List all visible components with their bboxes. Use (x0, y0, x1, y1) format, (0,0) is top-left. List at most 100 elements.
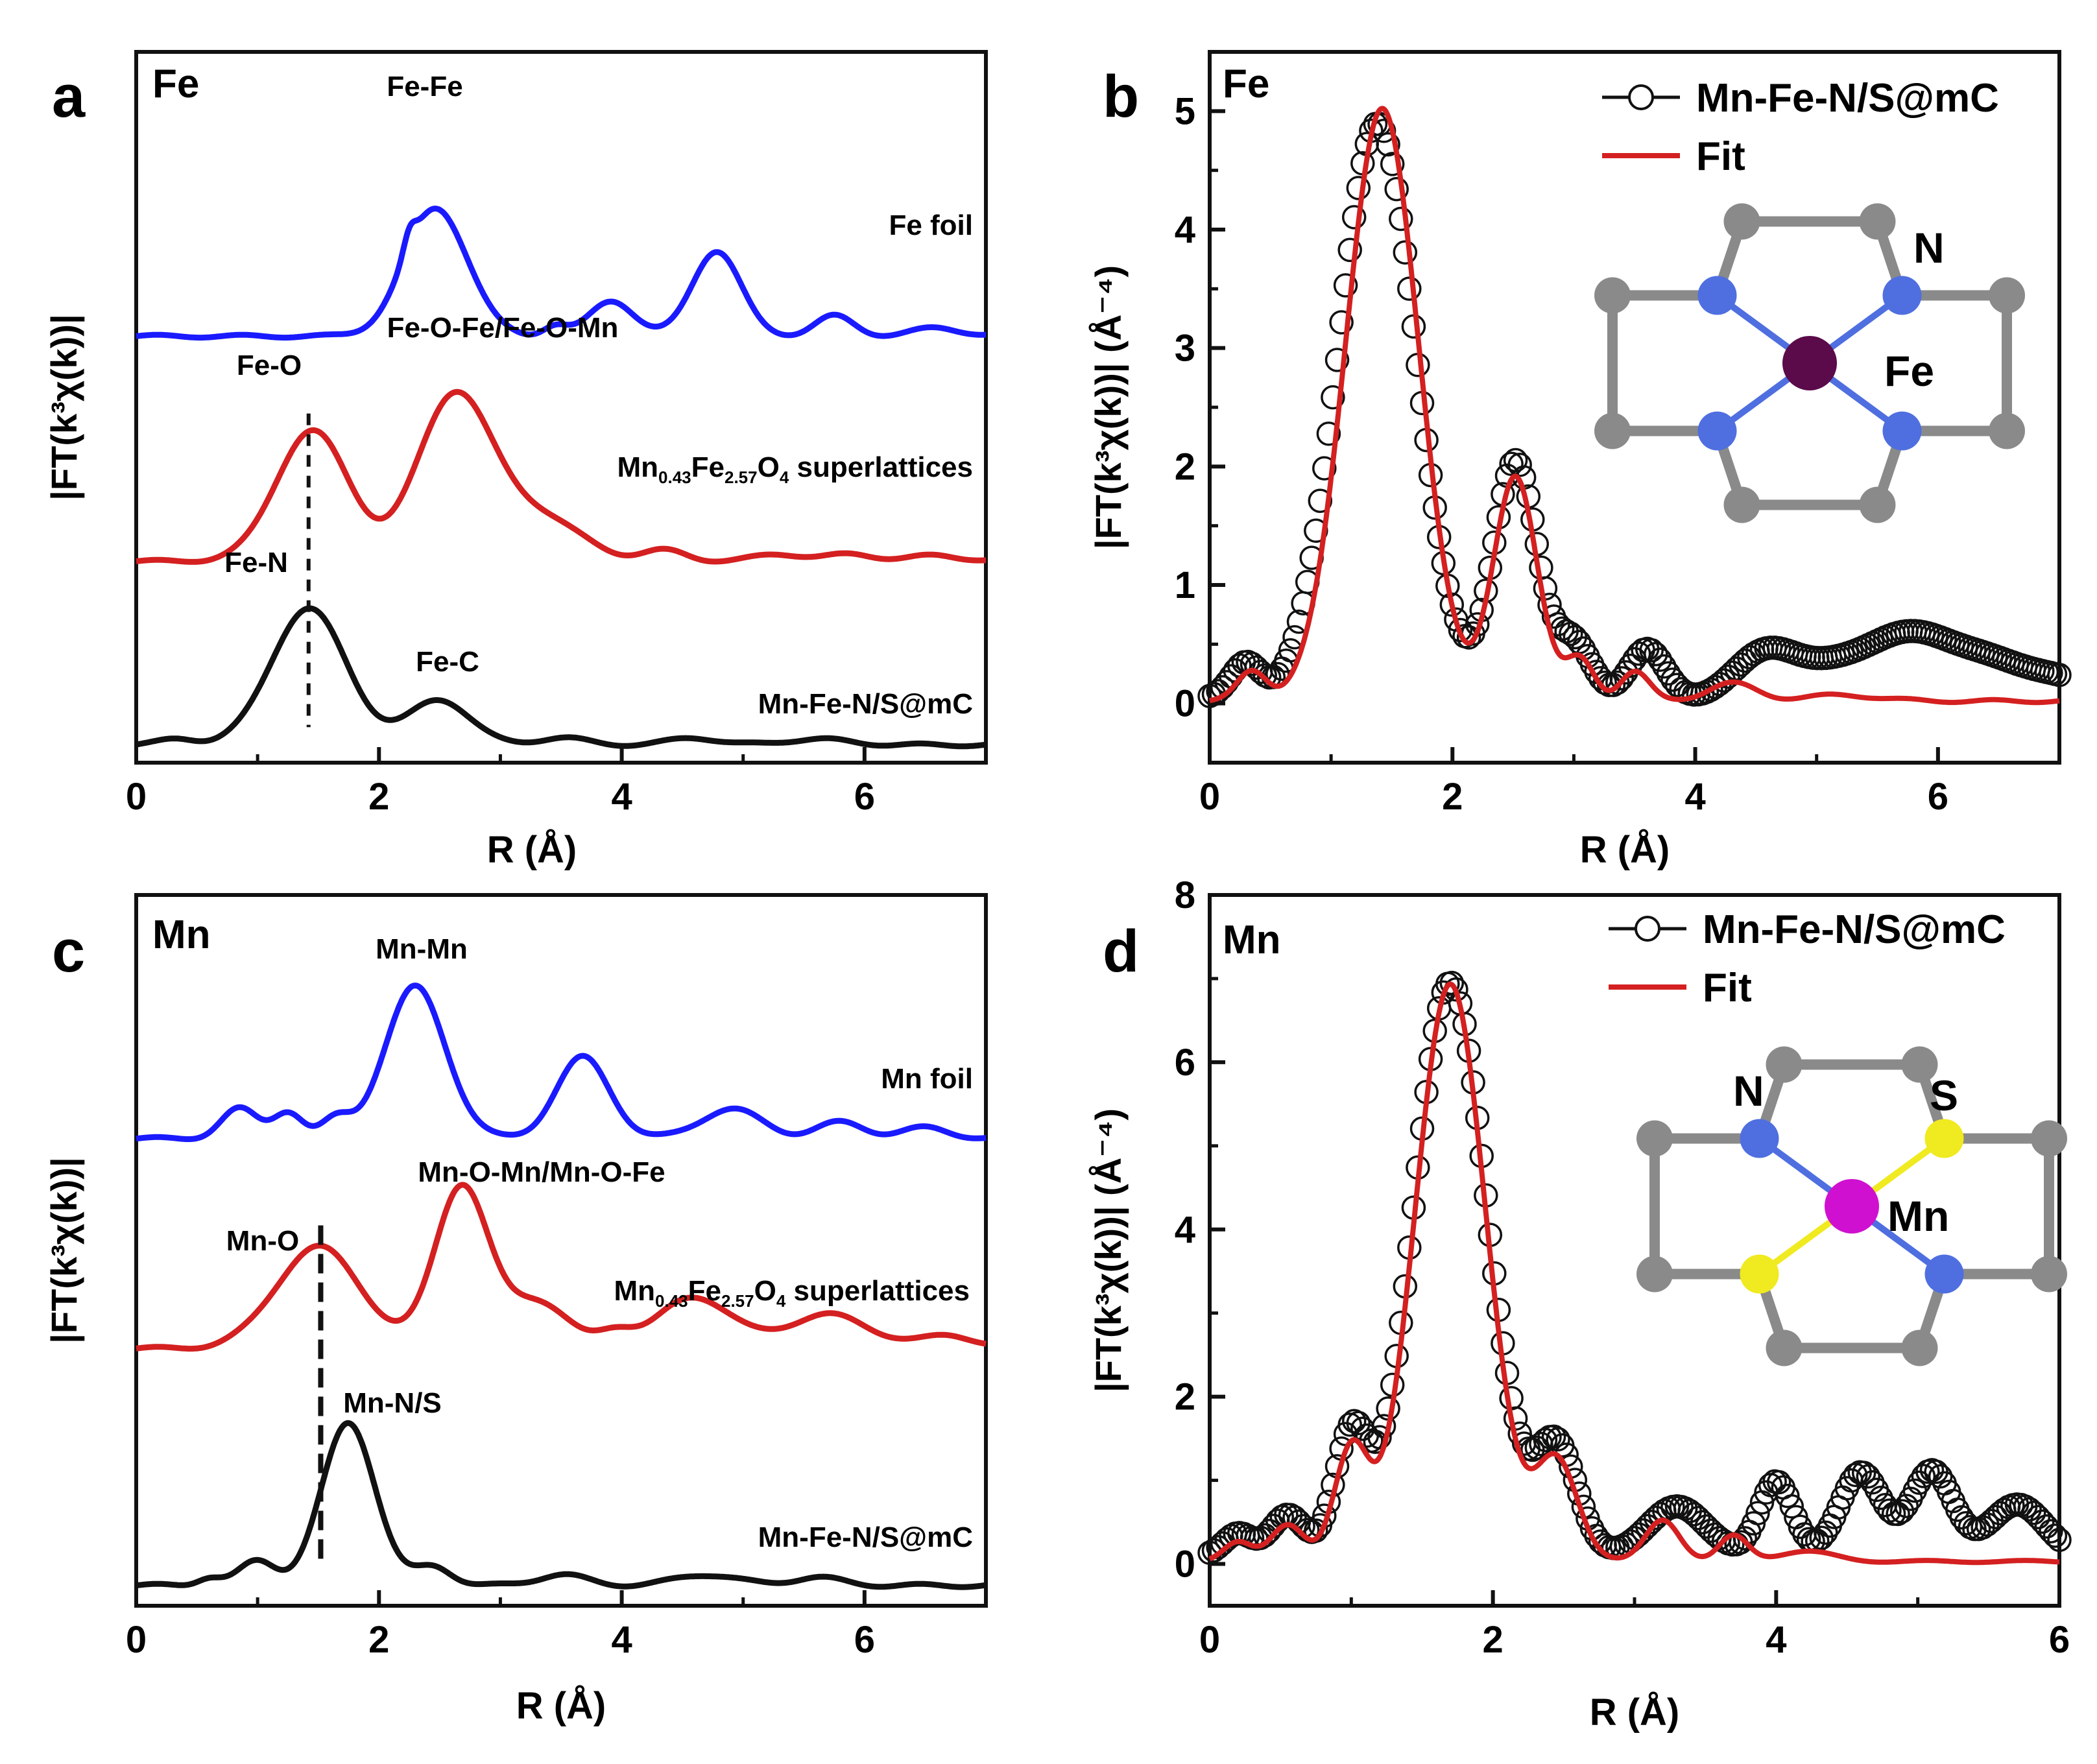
panel-c-x-tick-label: 0 (126, 1619, 147, 1661)
panel-a-x-axis-title: R (Å) (487, 829, 577, 871)
panel-b-data-point (1609, 666, 1635, 691)
panel-b-data-point (1499, 451, 1524, 477)
panel-b-series-group (1197, 106, 2072, 708)
panel-a-x-tick-label: 2 (368, 776, 389, 818)
panel-d-frame (1208, 893, 2061, 1608)
panel-d-data-point (1644, 1505, 1668, 1531)
panel-b-data-point (1321, 385, 1345, 410)
panel-b-data-point (1507, 453, 1532, 477)
panel-d-structure-carbon-atom (1636, 1120, 1673, 1157)
panel-b-x-tick-label: 6 (1928, 776, 1948, 818)
panel-b-data-point (1308, 488, 1333, 513)
panel-c-y-axis-title: |FT(k³χ(k))| (43, 1157, 85, 1344)
panel-a-annotation-fe-o-fe: Fe-O-Fe/Fe-O-Mn (387, 312, 619, 344)
panel-b-data-point (1448, 617, 1473, 643)
panel-d-data-point (1809, 1525, 1834, 1551)
panel-d-data-point (1889, 1499, 1915, 1524)
panel-d-structure-label-s: S (1930, 1071, 1958, 1119)
panel-b-data-point (1346, 176, 1371, 200)
panel-b-data-point (1456, 625, 1481, 650)
panel-d-structure-carbon-atom (1901, 1046, 1938, 1083)
panel-d-data-point (2039, 1519, 2063, 1544)
panel-d-data-point (1439, 970, 1465, 995)
panel-d-structure-hetero-atom (1740, 1119, 1779, 1158)
panel-d-structure-hetero-atom (1740, 1254, 1779, 1294)
panel-c-x-tick-label: 6 (854, 1619, 875, 1661)
panel-d-data-point (1732, 1526, 1758, 1551)
panel-d-data-point (1745, 1501, 1770, 1525)
panel-b-structure-hetero-atom (1882, 276, 1922, 315)
panel-d-data-point (1894, 1494, 1919, 1518)
panel-c-annotation-mn-o-mn: Mn-O-Mn/Mn-O-Fe (418, 1156, 665, 1188)
panel-b-data-point (1376, 132, 1400, 157)
panel-d-data-point (1886, 1501, 1910, 1527)
panel-d-data-point (1367, 1425, 1392, 1449)
panel-c-x-axis-title: R (Å) (516, 1685, 606, 1727)
panel-d-x-tick-label: 4 (1766, 1619, 1786, 1661)
panel-b-structure-metal-atom (1782, 336, 1837, 390)
panel-d-y-axis-title: |FT(k³χ(k))| (Å⁻⁴) (1088, 1108, 1129, 1392)
panel-d-data-point (2034, 1514, 2059, 1539)
panel-d-structure-carbon-atom (1636, 1256, 1673, 1293)
panel-d-data-point (1541, 1424, 1566, 1449)
panel-b-y-axis-title: |FT(k³χ(k))| (Å⁻⁴) (1088, 265, 1129, 549)
panel-c-series-label-mn-foil: Mn foil (881, 1063, 973, 1095)
panel-b-data-point (1312, 456, 1337, 481)
panel-a-x-axis: 0 2 4 6 (126, 747, 875, 818)
panel-b-data-point (1592, 670, 1617, 695)
panel-d-x-tick-label: 6 (2049, 1619, 2070, 1661)
panel-b-legend-marker (1628, 84, 1654, 110)
panel-c-annotation-mn-mn: Mn-Mn (376, 933, 468, 965)
panel-b-structure-carbon-atom (1723, 486, 1760, 523)
panel-d-structure-label-mn: Mn (1887, 1192, 1949, 1240)
panel-b-structure-carbon-atom (1989, 412, 2025, 449)
panel-d-data-point (2021, 1500, 2046, 1525)
panel-d-legend-marker (1635, 916, 1660, 942)
panel-d-data-point (1843, 1462, 1868, 1488)
panel-b-structure-hetero-atom (1697, 276, 1737, 315)
panel-b-legend-text-fit: Fit (1696, 134, 1745, 179)
panel-b-data-point (1716, 664, 1740, 689)
panel-d-x-tick-label: 2 (1483, 1619, 1504, 1661)
panel-a-series-line-2 (134, 605, 988, 750)
panel-d-letter: d (1103, 918, 1139, 984)
panel-d-structure-carbon-atom (1901, 1329, 1938, 1366)
panel-a-y-axis-title: |FT(k³χ(k))| (43, 314, 85, 501)
panel-d-data-point (1766, 1470, 1791, 1495)
panel-b-structure-hetero-atom (1697, 411, 1737, 451)
panel-c-series-label-superlattice: Mn0.43Fe2.57O4 superlattices (614, 1275, 970, 1311)
panel-a-annotation-fe-c: Fe-C (416, 646, 479, 678)
panel-d-data-point (1779, 1494, 1804, 1519)
panel-d-y-tick-label: 0 (1175, 1544, 1195, 1586)
panel-b-data-point (1324, 348, 1350, 372)
panel-b-data-point (1732, 649, 1758, 673)
panel-b-legend: Mn-Fe-N/S@mC Fit (1602, 76, 1999, 179)
panel-b-data-point (1397, 276, 1422, 301)
panel-a-series-label-sample: Mn-Fe-N/S@mC (758, 688, 973, 720)
panel-b-data-point (1652, 654, 1677, 679)
panel-b-structure-carbon-atom (1859, 203, 1896, 240)
panel-c-x-tick-label: 4 (611, 1619, 632, 1661)
panel-c-series-line-2 (134, 1420, 988, 1590)
panel-c-frame (134, 893, 988, 1608)
panel-d-data-point (2026, 1505, 2051, 1529)
panel-c-series-line-0 (134, 983, 988, 1142)
panel-d-x-axis-title: R (Å) (1590, 1691, 1680, 1734)
panel-a-series-group (134, 206, 988, 750)
panel-a-annotation-fe-o: Fe-O (237, 350, 302, 381)
panel-b-structure-carbon-atom (1594, 412, 1631, 449)
panel-c-annotation-mn-n-s: Mn-N/S (343, 1387, 442, 1419)
panel-b-x-tick-label: 2 (1442, 776, 1463, 818)
panel-b-data-point (1384, 176, 1409, 202)
panel-d-y-axis: 0 2 4 6 8 (1175, 874, 1225, 1586)
panel-d-data-point (2030, 1509, 2055, 1534)
panel-d-legend-text-data: Mn-Fe-N/S@mC (1703, 907, 2006, 952)
panel-a-series-line-1 (134, 388, 988, 565)
panel-d-structure-label-n: N (1733, 1067, 1764, 1115)
panel-b-structure-hetero-atom (1882, 411, 1922, 451)
panel-b-structure-carbon-atom (1859, 486, 1896, 523)
panel-b-data-point (1329, 310, 1354, 335)
panel-b-data-point (1333, 273, 1358, 298)
panel-d-structure-carbon-atom (1766, 1046, 1803, 1083)
